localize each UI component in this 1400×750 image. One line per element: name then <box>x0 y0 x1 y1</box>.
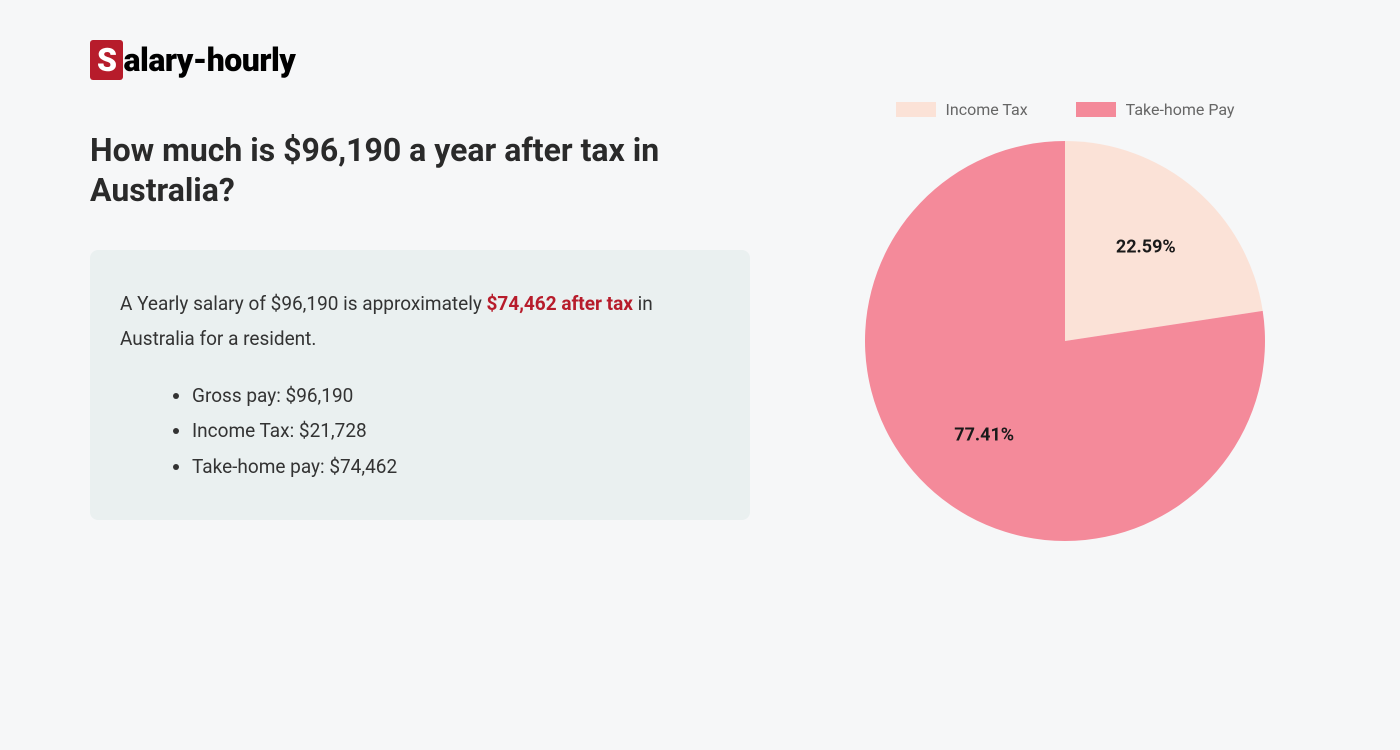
logo-s-box: S <box>90 40 123 80</box>
legend-label: Take-home Pay <box>1126 100 1235 119</box>
right-column: Income Tax Take-home Pay 22.59% 77.41% <box>820 100 1310 541</box>
pie-slice-label: 77.41% <box>954 425 1014 446</box>
legend-swatch <box>896 102 936 117</box>
summary-box: A Yearly salary of $96,190 is approximat… <box>90 250 750 520</box>
pie-svg <box>865 141 1265 541</box>
legend-swatch <box>1076 102 1116 117</box>
pie-chart: 22.59% 77.41% <box>865 141 1265 541</box>
list-item: Take-home pay: $74,462 <box>192 449 720 484</box>
summary-list: Gross pay: $96,190 Income Tax: $21,728 T… <box>120 378 720 483</box>
content-row: How much is $96,190 a year after tax in … <box>90 130 1310 541</box>
legend-item-take-home: Take-home Pay <box>1076 100 1235 119</box>
pie-slice-label: 22.59% <box>1116 236 1176 257</box>
summary-prefix: A Yearly salary of $96,190 is approximat… <box>120 292 487 315</box>
legend-item-income-tax: Income Tax <box>896 100 1028 119</box>
page-title: How much is $96,190 a year after tax in … <box>90 130 750 210</box>
list-item: Gross pay: $96,190 <box>192 378 720 413</box>
left-column: How much is $96,190 a year after tax in … <box>90 130 750 520</box>
summary-paragraph: A Yearly salary of $96,190 is approximat… <box>120 286 720 356</box>
list-item: Income Tax: $21,728 <box>192 413 720 448</box>
summary-highlight: $74,462 after tax <box>487 292 633 315</box>
chart-legend: Income Tax Take-home Pay <box>896 100 1235 119</box>
legend-label: Income Tax <box>946 100 1028 119</box>
logo-rest: alary-hourly <box>124 41 296 79</box>
brand-logo: Salary-hourly <box>90 40 1310 80</box>
